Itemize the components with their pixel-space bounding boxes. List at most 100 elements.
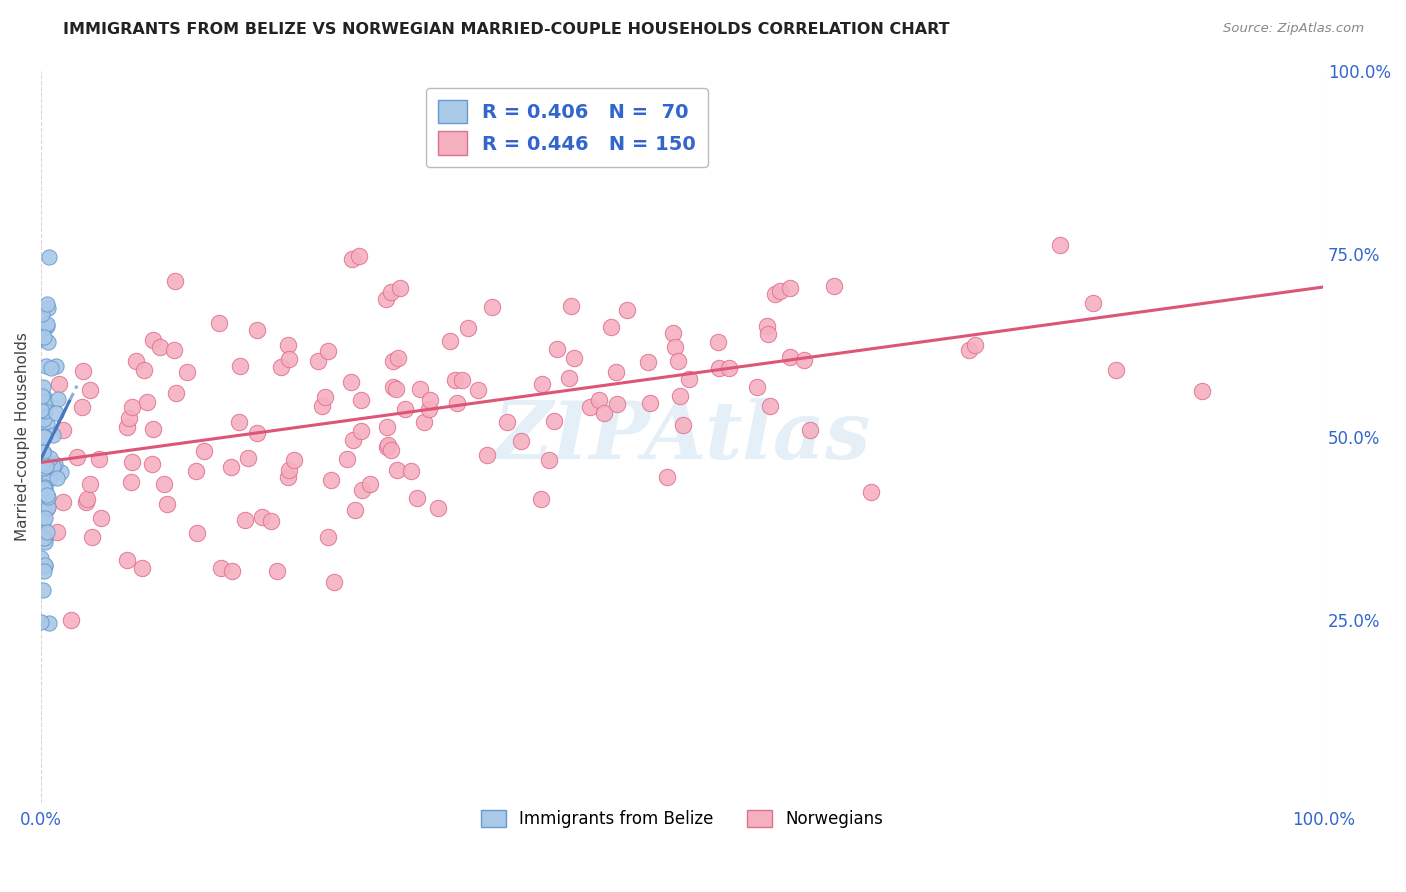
- Point: [666, 353, 689, 368]
- Point: [678, 372, 700, 386]
- Point: [37, 488, 59, 502]
- Point: [311, 400, 333, 414]
- Point: [399, 464, 422, 478]
- Point: [221, 564, 243, 578]
- Point: [588, 393, 610, 408]
- Point: [45, 524, 67, 539]
- Point: [149, 340, 172, 354]
- Point: [31, 325, 53, 339]
- Point: [34, 534, 56, 549]
- Point: [509, 434, 531, 448]
- Point: [39, 360, 62, 375]
- Point: [387, 351, 409, 365]
- Point: [31, 307, 53, 321]
- Point: [444, 373, 467, 387]
- Point: [538, 453, 561, 467]
- Point: [31, 551, 53, 566]
- Point: [142, 333, 165, 347]
- Point: [30, 615, 52, 630]
- Point: [266, 565, 288, 579]
- Point: [377, 438, 399, 452]
- Point: [32, 445, 55, 459]
- Point: [467, 383, 489, 397]
- Point: [31, 499, 53, 513]
- Point: [283, 453, 305, 467]
- Point: [375, 293, 398, 307]
- Point: [349, 392, 371, 407]
- Point: [707, 334, 730, 349]
- Point: [219, 460, 242, 475]
- Point: [115, 553, 138, 567]
- Point: [176, 365, 198, 379]
- Point: [278, 463, 301, 477]
- Point: [34, 559, 56, 574]
- Point: [32, 330, 55, 344]
- Point: [124, 354, 146, 368]
- Legend: Immigrants from Belize, Norwegians: Immigrants from Belize, Norwegians: [474, 804, 890, 835]
- Point: [793, 353, 815, 368]
- Point: [260, 514, 283, 528]
- Point: [709, 360, 731, 375]
- Point: [30, 403, 52, 417]
- Point: [32, 564, 55, 578]
- Point: [37, 301, 59, 315]
- Point: [756, 326, 779, 341]
- Point: [134, 363, 156, 377]
- Point: [1083, 296, 1105, 310]
- Point: [87, 451, 110, 466]
- Point: [186, 525, 208, 540]
- Point: [46, 471, 69, 485]
- Point: [121, 400, 143, 414]
- Point: [90, 511, 112, 525]
- Point: [530, 492, 553, 507]
- Point: [153, 477, 176, 491]
- Point: [31, 510, 53, 524]
- Point: [382, 380, 405, 394]
- Point: [52, 495, 75, 509]
- Point: [359, 476, 381, 491]
- Point: [38, 615, 60, 630]
- Point: [34, 558, 56, 572]
- Point: [342, 252, 364, 267]
- Point: [860, 485, 883, 500]
- Point: [142, 421, 165, 435]
- Point: [616, 303, 638, 318]
- Point: [31, 457, 53, 471]
- Point: [35, 319, 58, 334]
- Point: [959, 343, 981, 357]
- Point: [418, 402, 440, 417]
- Point: [32, 390, 55, 404]
- Point: [34, 461, 56, 475]
- Y-axis label: Married-couple Households: Married-couple Households: [15, 333, 30, 541]
- Point: [32, 446, 55, 460]
- Point: [769, 285, 792, 299]
- Point: [543, 414, 565, 428]
- Point: [32, 457, 55, 471]
- Point: [413, 415, 436, 429]
- Point: [799, 423, 821, 437]
- Text: ZIPAtlas: ZIPAtlas: [494, 398, 870, 475]
- Point: [34, 395, 56, 409]
- Point: [406, 491, 429, 505]
- Point: [745, 380, 768, 394]
- Point: [593, 405, 616, 419]
- Point: [70, 400, 93, 414]
- Point: [377, 440, 399, 454]
- Point: [823, 279, 845, 293]
- Point: [662, 326, 685, 340]
- Point: [39, 450, 62, 465]
- Point: [31, 421, 53, 435]
- Point: [30, 333, 52, 347]
- Point: [34, 396, 56, 410]
- Text: IMMIGRANTS FROM BELIZE VS NORWEGIAN MARRIED-COUPLE HOUSEHOLDS CORRELATION CHART: IMMIGRANTS FROM BELIZE VS NORWEGIAN MARR…: [63, 22, 950, 37]
- Point: [427, 501, 450, 516]
- Point: [45, 406, 67, 420]
- Point: [31, 389, 53, 403]
- Point: [131, 561, 153, 575]
- Point: [599, 320, 621, 334]
- Point: [246, 323, 269, 337]
- Point: [141, 457, 163, 471]
- Point: [664, 340, 686, 354]
- Point: [37, 490, 59, 504]
- Point: [32, 481, 55, 495]
